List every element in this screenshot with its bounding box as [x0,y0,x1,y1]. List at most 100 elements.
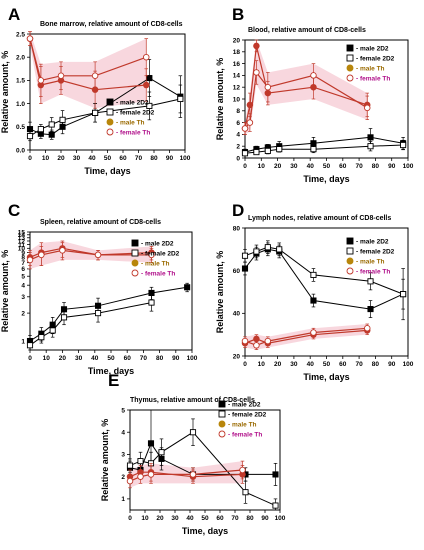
legend-marker [218,410,226,418]
legend-label: - male Th [116,119,145,126]
series-female-2d2 [26,295,155,351]
data-point [310,329,317,336]
x-tick-label: 90 [261,515,269,522]
series-female-2d2 [241,240,407,321]
x-tick-label: 90 [388,163,396,170]
data-point [59,116,66,123]
panel-e: E Thymus, relative amount of CD8-cells 0 10… [100,371,286,536]
x-tick-label: 30 [171,515,179,522]
data-point [146,75,153,82]
x-tick-label: 70 [140,355,148,362]
x-tick-label: 50 [107,355,115,362]
legend-marker [131,249,139,257]
y-tick-label: 1.0 [16,101,25,108]
legend-label: - female 2D2 [116,109,155,116]
legend-marker [346,257,354,265]
x-tick-label: 100 [403,361,414,368]
data-point [310,271,317,278]
legend-marker [346,44,354,52]
panel-letter: A [8,5,20,24]
data-point [26,35,34,42]
data-point [400,291,407,298]
data-point [253,342,260,349]
chart-panels: A Bone marrow, relative amount of CD8-cel… [0,5,414,536]
data-point [146,102,153,109]
data-point [367,278,374,285]
data-point [37,126,44,133]
panel-d: D Lymph nodes, relative amount of CD8-cel… [215,201,414,382]
y-tick-label: 16 [233,61,241,68]
x-tick-label: 50 [104,155,112,162]
data-point [147,440,155,447]
y-tick-label: 4 [21,283,25,290]
data-point [239,466,246,474]
data-point [264,147,271,154]
x-tick-label: 0 [128,515,132,522]
y-tick-label: 0.0 [16,147,25,154]
data-point [253,149,260,156]
x-tick-label: 40 [307,361,315,368]
y-tick-label: 15 [18,229,26,236]
legend-marker [106,118,114,126]
x-tick-label: 0 [243,361,247,368]
legend-marker [346,74,354,82]
x-tick-label: 70 [135,155,143,162]
legend-label: - female Th [228,431,262,438]
y-tick-label: 1.5 [16,78,25,85]
x-tick-label: 40 [88,155,96,162]
legend-label: - female 2D2 [228,411,267,418]
data-point [158,449,165,456]
x-tick-label: 60 [124,355,132,362]
y-axis-label: Relative amount, % [0,51,10,134]
data-point [148,251,155,259]
data-point [276,146,283,153]
y-tick-label: 9 [21,250,25,257]
y-tick-label: 3 [121,452,125,459]
legend-label: - female 2D2 [356,55,395,62]
y-axis-label: Relative amount, % [0,250,10,333]
x-tick-label: 50 [323,163,331,170]
panel-letter: D [232,201,244,220]
x-tick-label: 60 [339,361,347,368]
legend-label: - male 2D2 [228,401,261,408]
x-tick-label: 100 [275,515,286,522]
x-tick-label: 70 [231,515,239,522]
legend: - male 2D2 - female 2D2 - male Th - female … [106,98,155,136]
y-tick-label: 60 [233,268,241,275]
y-tick-label: 6 [236,120,240,127]
data-point [367,143,374,150]
x-tick-label: 10 [43,355,51,362]
x-tick-label: 30 [75,355,83,362]
x-tick-label: 0 [28,155,32,162]
data-point [26,342,34,349]
data-point [137,458,144,465]
y-tick-label: 2 [21,310,25,317]
y-tick-label: 5 [21,274,25,281]
y-tick-label: 80 [233,225,241,232]
data-point [57,72,65,80]
data-point [189,429,197,436]
legend-label: - female Th [141,270,175,277]
x-tick-label: 80 [156,355,164,362]
data-point [264,83,272,91]
x-tick-label: 80 [372,163,380,170]
data-point [148,299,155,306]
x-tick-label: 10 [258,163,266,170]
data-point [91,72,99,80]
x-tick-label: 20 [59,355,67,362]
data-point [264,244,271,251]
series-line [29,302,152,346]
x-tick-label: 90 [388,361,396,368]
plot-frame [129,409,281,511]
x-tick-label: 80 [246,515,254,522]
panel-c: C Spleen, relative amount of CD8-cells 0 10… [0,201,198,376]
y-tick-label: 4 [236,132,240,139]
x-axis-label: Time, days [303,372,349,382]
data-point [92,109,99,116]
y-tick-label: 13 [18,235,26,242]
x-tick-label: 40 [307,163,315,170]
data-point [241,265,249,272]
y-tick-label: 18 [233,49,241,56]
panel-title: Blood, relative amount of CD8-cells [248,27,366,34]
